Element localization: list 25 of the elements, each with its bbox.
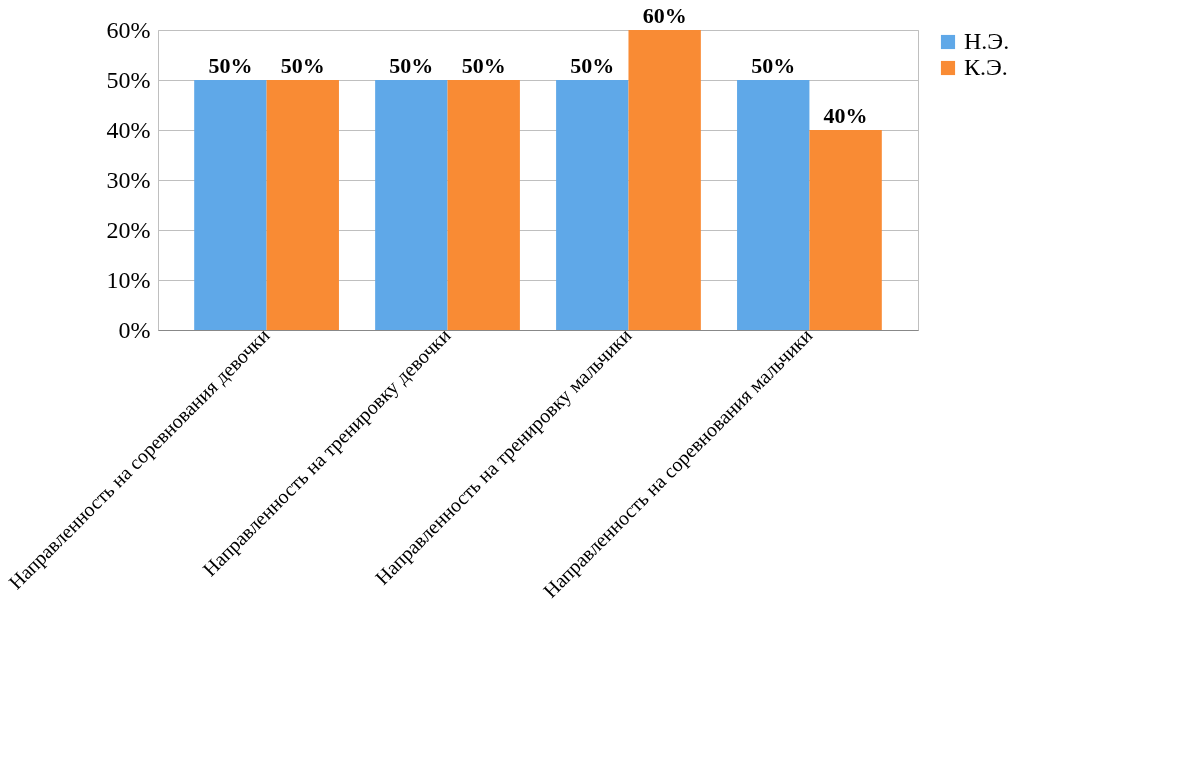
bar bbox=[375, 80, 448, 330]
y-tick-label: 20% bbox=[106, 216, 151, 243]
y-tick-label: 40% bbox=[106, 116, 151, 143]
y-tick-label: 30% bbox=[106, 166, 151, 193]
y-tick-label: 10% bbox=[106, 266, 151, 293]
bar bbox=[737, 80, 810, 330]
data-label: 50% bbox=[570, 53, 615, 78]
data-label: 50% bbox=[208, 53, 253, 78]
data-label: 60% bbox=[642, 3, 687, 28]
data-label: 50% bbox=[389, 53, 434, 78]
legend-label: К.Э. bbox=[964, 54, 1008, 80]
bar bbox=[266, 80, 339, 330]
y-tick-label: 60% bbox=[106, 16, 151, 43]
bar bbox=[556, 80, 629, 330]
data-label: 50% bbox=[751, 53, 796, 78]
bar bbox=[447, 80, 520, 330]
bar bbox=[809, 130, 882, 330]
y-tick-label: 50% bbox=[106, 66, 151, 93]
bar bbox=[194, 80, 267, 330]
data-label: 50% bbox=[280, 53, 325, 78]
data-label: 40% bbox=[823, 103, 868, 128]
bar bbox=[628, 30, 701, 330]
legend-label: Н.Э. bbox=[964, 28, 1010, 54]
y-tick-label: 0% bbox=[118, 316, 151, 343]
data-label: 50% bbox=[461, 53, 506, 78]
